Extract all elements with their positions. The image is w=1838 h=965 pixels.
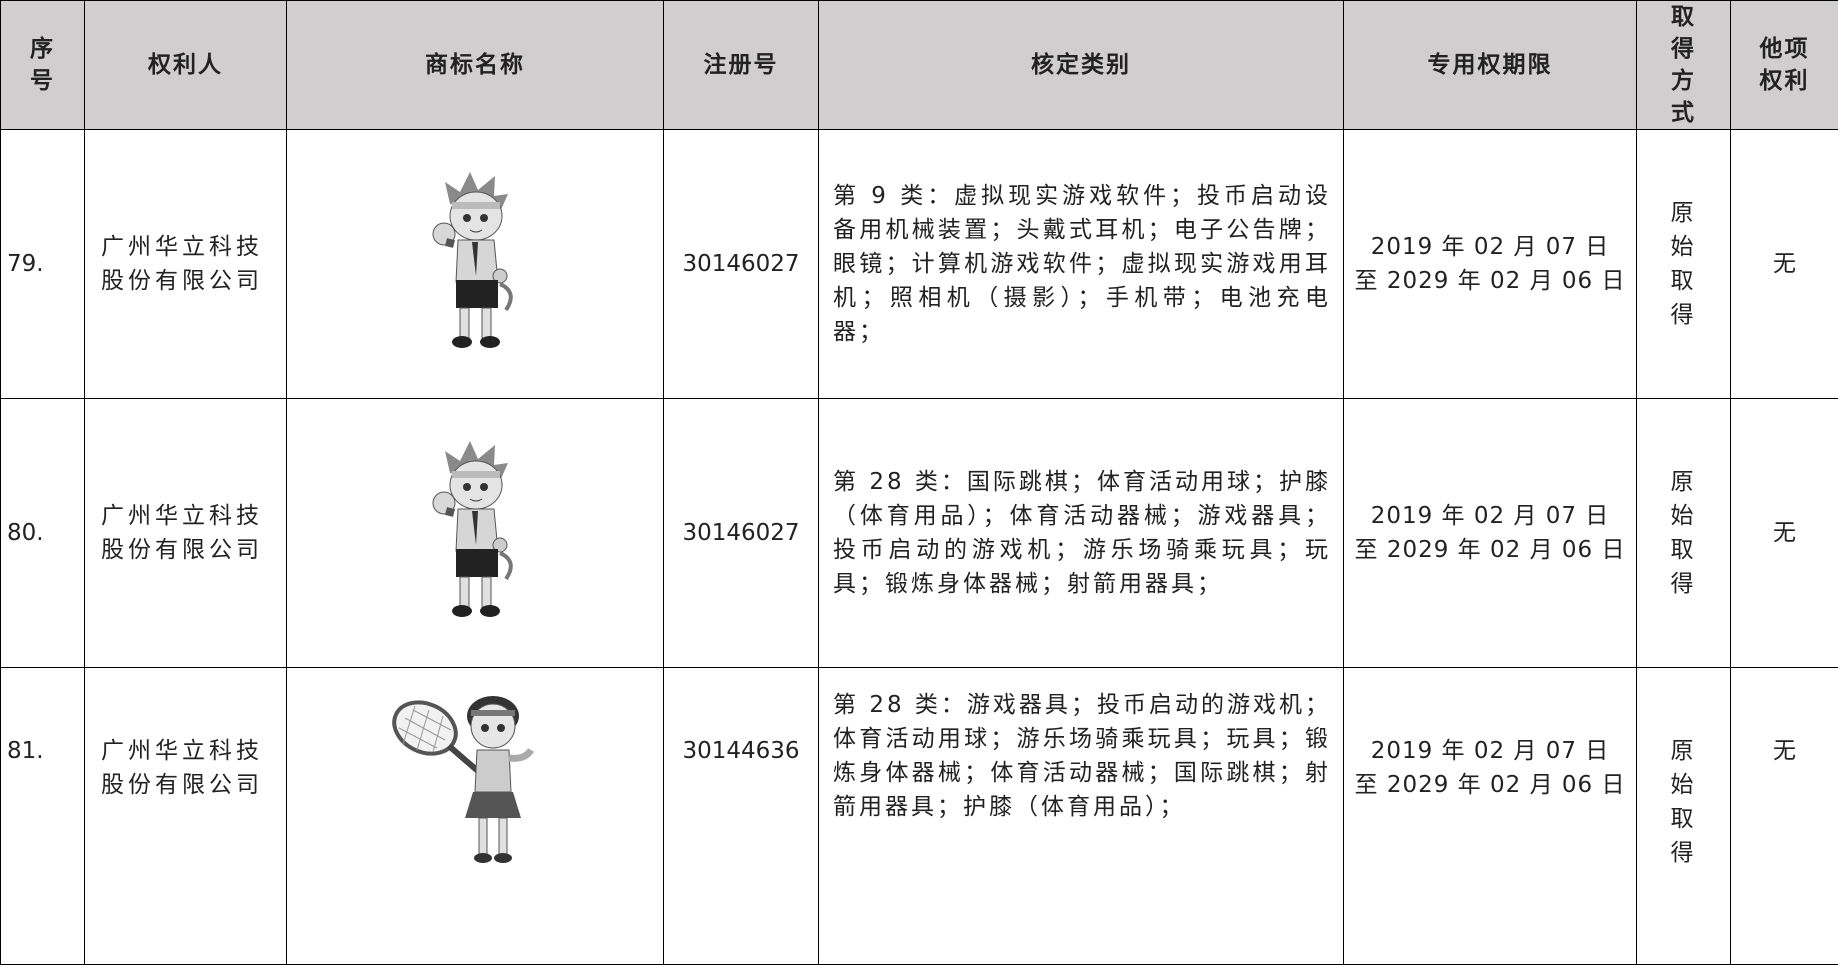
header-cell: 序号 xyxy=(1,1,85,130)
header-cell: 核定类别 xyxy=(819,1,1344,130)
approved-classes: 第 28 类：国际跳棋；体育活动用球；护膝（体育用品）；体育活动器械；游戏器具；… xyxy=(819,399,1344,668)
validity-period: 2019 年 02 月 07 日至 2029 年 02 月 06 日 xyxy=(1344,399,1637,668)
other-rights: 无 xyxy=(1731,668,1838,965)
registration-number: 30146027 xyxy=(664,399,819,668)
row-number: 79. xyxy=(1,130,85,399)
other-rights: 无 xyxy=(1731,130,1838,399)
approved-classes: 第 28 类：游戏器具；投币启动的游戏机；体育活动用球；游乐场骑乘玩具；玩具；锻… xyxy=(819,668,1344,965)
registration-number: 30146027 xyxy=(664,130,819,399)
row-number: 80. xyxy=(1,399,85,668)
registration-number: 30144636 xyxy=(664,668,819,965)
header-cell: 注册号 xyxy=(664,1,819,130)
header-cell: 权利人 xyxy=(85,1,287,130)
header-row: 序号 权利人 商标名称 注册号 核定类别 专用权期限 取得方式 他项权利 xyxy=(1,1,1838,130)
acquisition-method: 原始取得 xyxy=(1637,399,1731,668)
row-number: 81. xyxy=(1,668,85,965)
period-line: 2019 年 02 月 07 日 xyxy=(1344,230,1636,264)
owner: 广州华立科技股份有限公司 xyxy=(85,130,287,399)
period-line: 至 2029 年 02 月 06 日 xyxy=(1344,768,1636,802)
header-cell: 取得方式 xyxy=(1637,1,1731,130)
trademark xyxy=(287,130,664,399)
trademark-image xyxy=(385,688,565,868)
period-line: 至 2029 年 02 月 06 日 xyxy=(1344,533,1636,567)
period-line: 至 2029 年 02 月 06 日 xyxy=(1344,264,1636,298)
period-line: 2019 年 02 月 07 日 xyxy=(1344,499,1636,533)
trademark xyxy=(287,668,664,965)
other-rights: 无 xyxy=(1731,399,1838,668)
acquisition-method: 原始取得 xyxy=(1637,130,1731,399)
acquisition-method: 原始取得 xyxy=(1637,668,1731,965)
header-cell: 他项权利 xyxy=(1731,1,1838,130)
page: 序号 权利人 商标名称 注册号 核定类别 专用权期限 取得方式 他项权利 79.… xyxy=(0,0,1838,857)
header-cell: 专用权期限 xyxy=(1344,1,1637,130)
trademark-image xyxy=(420,433,530,623)
period-line: 2019 年 02 月 07 日 xyxy=(1344,734,1636,768)
trademark xyxy=(287,399,664,668)
trademark-image xyxy=(420,164,530,354)
approved-classes: 第 9 类：虚拟现实游戏软件；投币启动设备用机械装置；头戴式耳机；电子公告牌；眼… xyxy=(819,130,1344,399)
header-cell: 商标名称 xyxy=(287,1,664,130)
owner: 广州华立科技股份有限公司 xyxy=(85,399,287,668)
owner: 广州华立科技股份有限公司 xyxy=(85,668,287,965)
validity-period: 2019 年 02 月 07 日至 2029 年 02 月 06 日 xyxy=(1344,668,1637,965)
validity-period: 2019 年 02 月 07 日至 2029 年 02 月 06 日 xyxy=(1344,130,1637,399)
